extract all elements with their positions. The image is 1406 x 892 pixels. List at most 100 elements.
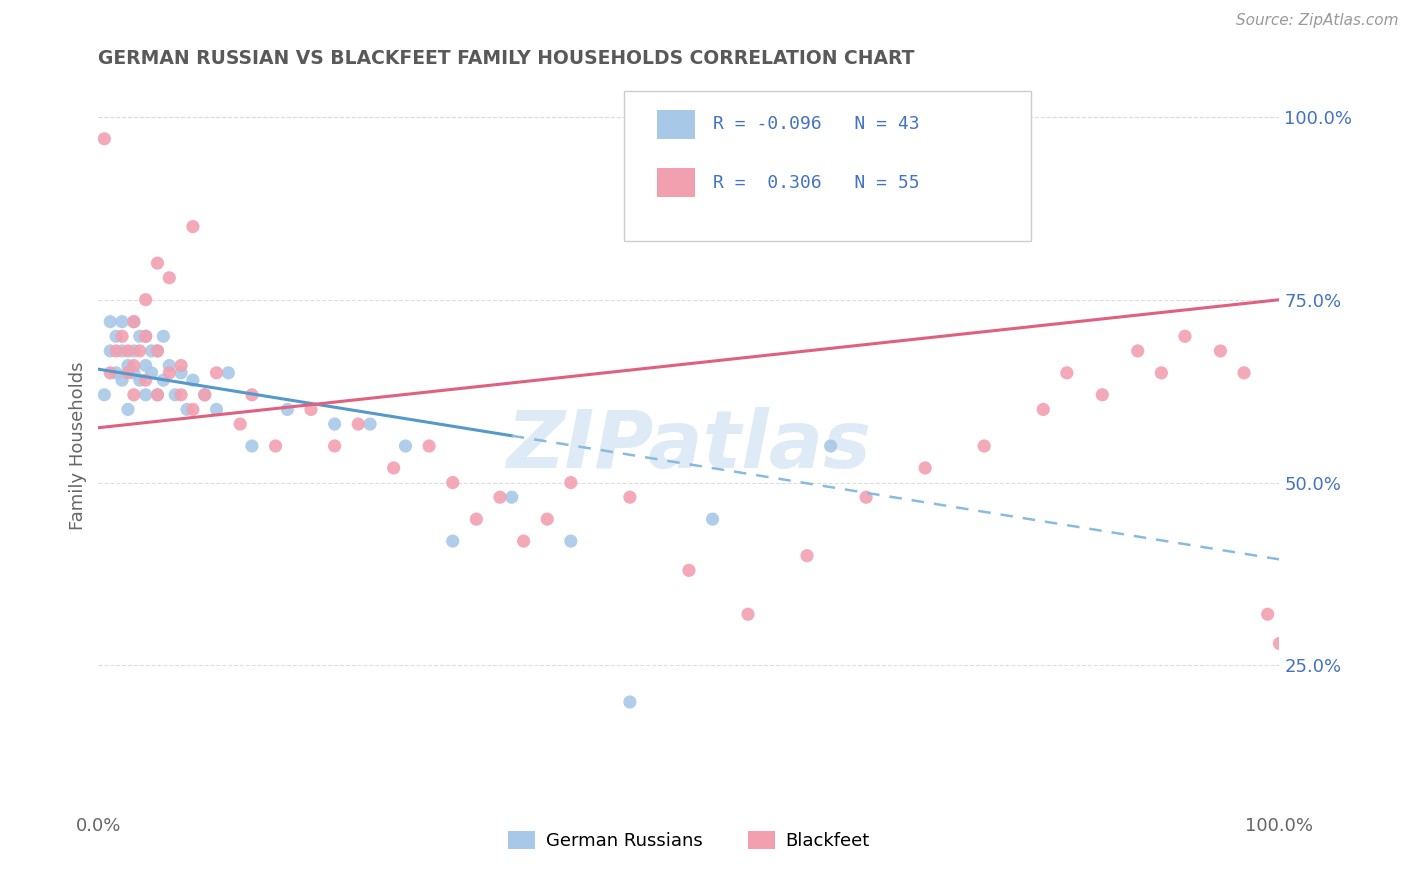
Point	[1209, 343, 1232, 358]
Point	[146, 343, 169, 358]
Point	[141, 366, 163, 380]
Point	[117, 359, 139, 373]
Point	[165, 388, 187, 402]
Point	[501, 490, 523, 504]
FancyBboxPatch shape	[624, 91, 1032, 241]
Point	[1150, 366, 1173, 380]
Point	[128, 343, 150, 358]
Point	[152, 373, 174, 387]
Point	[170, 366, 193, 380]
Text: Source: ZipAtlas.com: Source: ZipAtlas.com	[1236, 13, 1399, 29]
Text: R =  0.306   N = 55: R = 0.306 N = 55	[713, 174, 920, 192]
Point	[122, 315, 145, 329]
Point	[111, 343, 134, 358]
Point	[418, 439, 440, 453]
Point	[146, 256, 169, 270]
Point	[170, 359, 193, 373]
Point	[323, 439, 346, 453]
Point	[1268, 636, 1291, 650]
Point	[98, 315, 121, 329]
Point	[512, 534, 534, 549]
Point	[93, 388, 115, 402]
Point	[194, 388, 217, 402]
FancyBboxPatch shape	[657, 110, 695, 139]
Point	[111, 373, 134, 387]
Point	[117, 402, 139, 417]
Point	[536, 512, 558, 526]
Point	[135, 329, 157, 343]
Point	[441, 534, 464, 549]
Point	[157, 359, 180, 373]
Point	[489, 490, 512, 504]
Point	[820, 439, 842, 453]
Point	[914, 461, 936, 475]
Point	[276, 402, 298, 417]
Point	[181, 219, 204, 234]
Point	[141, 343, 163, 358]
Point	[135, 388, 157, 402]
Point	[135, 373, 157, 387]
Point	[135, 329, 157, 343]
Point	[1174, 329, 1197, 343]
Point	[111, 315, 134, 329]
Point	[117, 366, 139, 380]
Point	[1032, 402, 1054, 417]
Point	[205, 402, 228, 417]
Point	[229, 417, 252, 431]
Point	[122, 359, 145, 373]
Point	[122, 366, 145, 380]
Point	[299, 402, 322, 417]
Point	[146, 388, 169, 402]
Point	[619, 490, 641, 504]
Point	[152, 329, 174, 343]
Point	[181, 402, 204, 417]
Point	[105, 329, 128, 343]
Point	[98, 366, 121, 380]
Point	[105, 366, 128, 380]
Point	[146, 388, 169, 402]
Point	[678, 563, 700, 577]
Point	[170, 388, 193, 402]
Point	[619, 695, 641, 709]
Text: ZIPatlas: ZIPatlas	[506, 407, 872, 485]
Point	[347, 417, 370, 431]
Point	[855, 490, 877, 504]
Point	[323, 417, 346, 431]
Point	[560, 475, 582, 490]
Point	[240, 439, 263, 453]
Point	[135, 293, 157, 307]
Point	[122, 343, 145, 358]
Point	[105, 343, 128, 358]
Point	[1126, 343, 1149, 358]
Point	[359, 417, 381, 431]
Point	[702, 512, 724, 526]
Point	[157, 270, 180, 285]
Point	[217, 366, 239, 380]
Point	[1257, 607, 1279, 622]
Point	[128, 373, 150, 387]
Point	[382, 461, 405, 475]
Point	[93, 132, 115, 146]
Point	[465, 512, 488, 526]
Point	[973, 439, 995, 453]
Point	[111, 329, 134, 343]
Point	[205, 366, 228, 380]
Point	[98, 343, 121, 358]
Point	[737, 607, 759, 622]
Point	[264, 439, 287, 453]
Point	[122, 315, 145, 329]
FancyBboxPatch shape	[657, 168, 695, 197]
Point	[441, 475, 464, 490]
Point	[1233, 366, 1256, 380]
Point	[240, 388, 263, 402]
Point	[146, 343, 169, 358]
Point	[128, 329, 150, 343]
Legend: German Russians, Blackfeet: German Russians, Blackfeet	[501, 823, 877, 857]
Point	[122, 388, 145, 402]
Y-axis label: Family Households: Family Households	[69, 362, 87, 530]
Text: GERMAN RUSSIAN VS BLACKFEET FAMILY HOUSEHOLDS CORRELATION CHART: GERMAN RUSSIAN VS BLACKFEET FAMILY HOUSE…	[98, 48, 915, 68]
Point	[1091, 388, 1114, 402]
Point	[1056, 366, 1078, 380]
Point	[157, 366, 180, 380]
Point	[194, 388, 217, 402]
